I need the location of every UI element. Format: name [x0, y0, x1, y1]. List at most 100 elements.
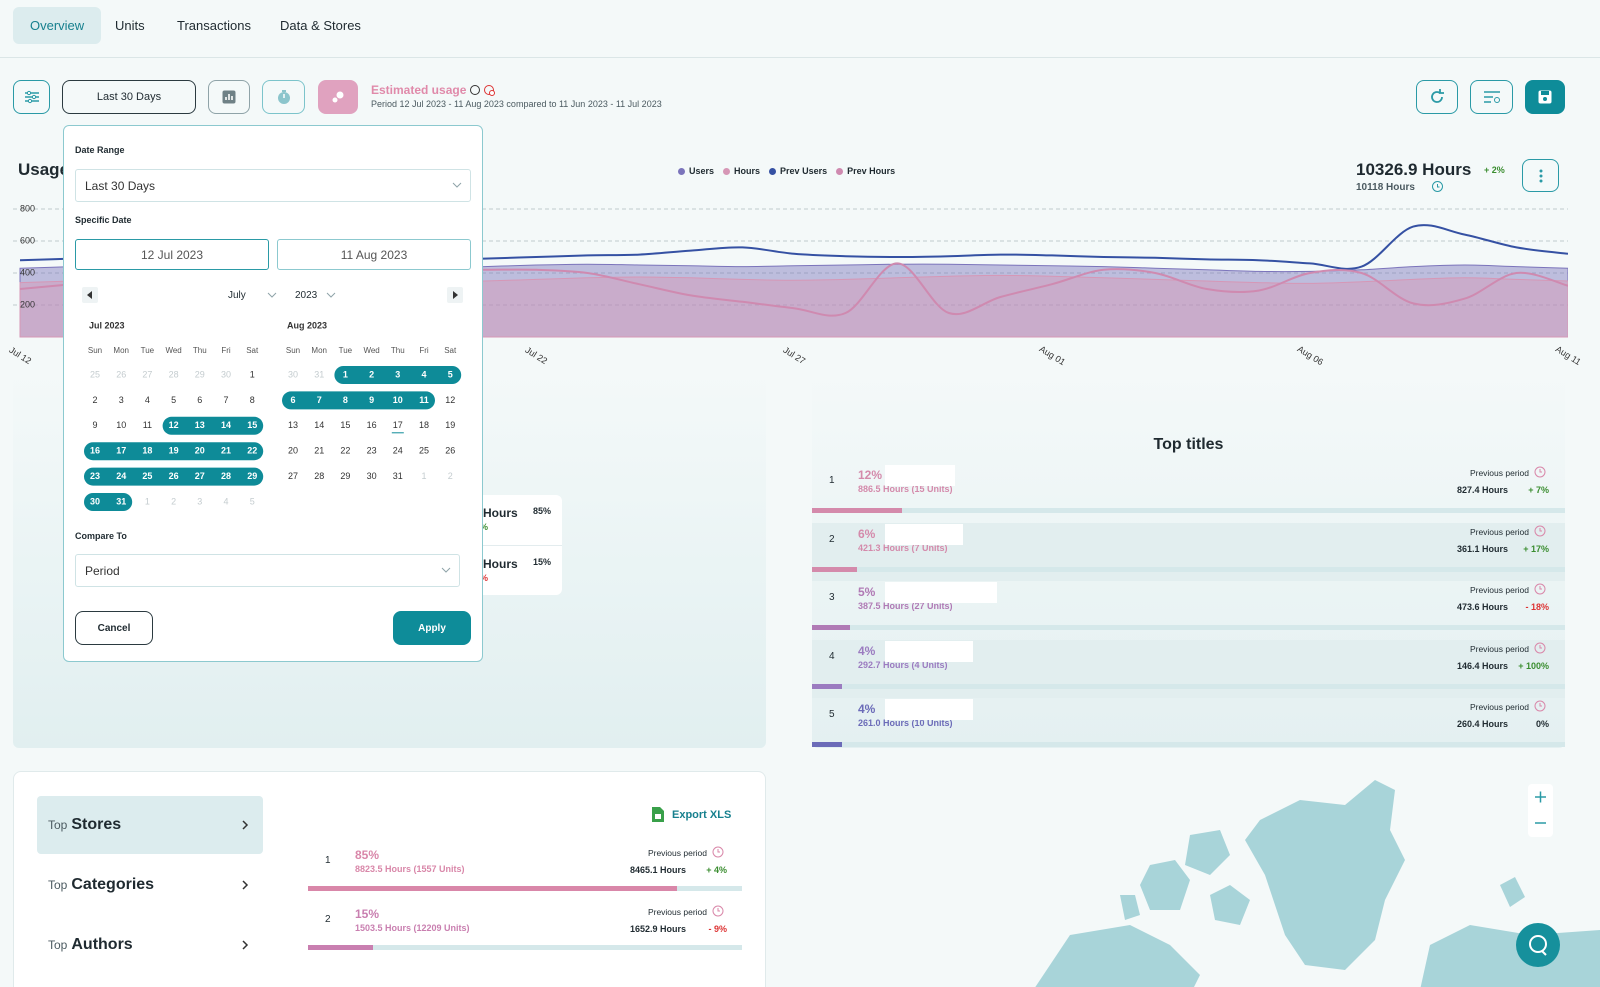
- calendar-day[interactable]: 19: [445, 420, 455, 430]
- compare-select[interactable]: Period: [75, 554, 460, 587]
- calendar-day[interactable]: 2: [92, 395, 97, 405]
- calendar-day[interactable]: 14: [221, 420, 231, 430]
- calendar-day[interactable]: 23: [90, 471, 100, 481]
- calendar-day[interactable]: 19: [169, 446, 179, 456]
- filter-button[interactable]: [13, 80, 50, 114]
- calendar-day[interactable]: 31: [393, 471, 403, 481]
- calendar-day[interactable]: 5: [250, 496, 255, 506]
- date-range-select[interactable]: Last 30 Days: [75, 169, 471, 202]
- tab[interactable]: Data & Stores: [280, 18, 361, 33]
- calendar-day[interactable]: 29: [340, 471, 350, 481]
- calendar-day[interactable]: 25: [419, 446, 429, 456]
- calendar-day[interactable]: 6: [290, 395, 295, 405]
- tab[interactable]: Transactions: [177, 18, 251, 33]
- apply-button[interactable]: Apply: [393, 611, 471, 645]
- calendar-day[interactable]: 4: [421, 369, 426, 379]
- calendar-day[interactable]: 20: [288, 446, 298, 456]
- calendar-day[interactable]: 12: [169, 420, 179, 430]
- calendar-day[interactable]: 3: [395, 369, 400, 379]
- calendar-day[interactable]: 31: [314, 369, 324, 379]
- year-select[interactable]: 2023: [295, 290, 318, 301]
- calendar-day[interactable]: 1: [250, 369, 255, 379]
- calendar-day[interactable]: 22: [247, 446, 257, 456]
- more-button[interactable]: [1522, 159, 1559, 192]
- calendar-day[interactable]: 28: [314, 471, 324, 481]
- nav-item[interactable]: Top Stores: [37, 796, 263, 854]
- calendar-day[interactable]: 13: [195, 420, 205, 430]
- calendar-day[interactable]: 20: [195, 446, 205, 456]
- calendar-day[interactable]: 14: [314, 420, 324, 430]
- tab[interactable]: Overview: [13, 7, 102, 44]
- calendar-day[interactable]: 21: [221, 446, 231, 456]
- calendar-day[interactable]: 16: [367, 420, 377, 430]
- calendar-day[interactable]: 4: [145, 395, 150, 405]
- calendar-day[interactable]: 27: [195, 471, 205, 481]
- chart-button[interactable]: [208, 80, 250, 114]
- save-button[interactable]: [1525, 80, 1565, 114]
- refresh-button[interactable]: [1416, 80, 1458, 114]
- calendar-day[interactable]: 1: [421, 471, 426, 481]
- calendar-day[interactable]: 21: [314, 446, 324, 456]
- calendar-day[interactable]: 23: [367, 446, 377, 456]
- nav-item[interactable]: Top Categories: [37, 856, 263, 914]
- calendar-day[interactable]: 31: [116, 496, 126, 506]
- calendar-day[interactable]: 10: [116, 420, 126, 430]
- calendar-day[interactable]: 24: [393, 446, 403, 456]
- calendar-day[interactable]: 13: [288, 420, 298, 430]
- calendar-day[interactable]: 27: [288, 471, 298, 481]
- calendar-day[interactable]: 8: [343, 395, 348, 405]
- calendar-day[interactable]: 28: [221, 471, 231, 481]
- calendar-day[interactable]: 3: [197, 496, 202, 506]
- calendar-day[interactable]: 7: [317, 395, 322, 405]
- calendar-day[interactable]: 26: [169, 471, 179, 481]
- end-date-input[interactable]: 11 Aug 2023: [277, 239, 471, 270]
- usage-button[interactable]: [318, 80, 358, 114]
- calendar-day[interactable]: 25: [90, 369, 100, 379]
- calendar-day[interactable]: 9: [369, 395, 374, 405]
- calendar-day[interactable]: 5: [448, 369, 453, 379]
- calendar-day[interactable]: 18: [419, 420, 429, 430]
- calendar-day[interactable]: 29: [247, 471, 257, 481]
- calendar-day[interactable]: 1: [343, 369, 348, 379]
- calendar-day[interactable]: 17: [393, 420, 403, 430]
- calendar-day[interactable]: 11: [143, 420, 152, 430]
- start-date-input[interactable]: 12 Jul 2023: [75, 239, 269, 270]
- calendar-day[interactable]: 17: [116, 446, 126, 456]
- calendar-day[interactable]: 7: [223, 395, 228, 405]
- calendar-day[interactable]: 26: [445, 446, 455, 456]
- date-button[interactable]: Last 30 Days: [62, 80, 196, 114]
- next-month[interactable]: [447, 287, 463, 303]
- calendar-day[interactable]: 30: [288, 369, 298, 379]
- calendar-day[interactable]: 12: [445, 395, 455, 405]
- calendar-day[interactable]: 27: [142, 369, 152, 379]
- calendar-day[interactable]: 11: [419, 395, 429, 405]
- timer-button[interactable]: [262, 80, 305, 114]
- calendar-day[interactable]: 29: [195, 369, 205, 379]
- calendar-day[interactable]: 4: [223, 496, 228, 506]
- calendar-day[interactable]: 2: [369, 369, 374, 379]
- calendar-day[interactable]: 5: [171, 395, 176, 405]
- calendar-day[interactable]: 15: [340, 420, 350, 430]
- settings-button[interactable]: [1470, 80, 1513, 114]
- nav-item[interactable]: Top Authors: [37, 916, 263, 974]
- calendar-day[interactable]: 6: [197, 395, 202, 405]
- calendar-day[interactable]: 9: [92, 420, 97, 430]
- calendar-day[interactable]: 22: [340, 446, 350, 456]
- calendar-day[interactable]: 10: [393, 395, 403, 405]
- calendar-day[interactable]: 15: [247, 420, 257, 430]
- calendar-day[interactable]: 30: [221, 369, 231, 379]
- calendar-day[interactable]: 26: [116, 369, 126, 379]
- zoom-controls[interactable]: [1528, 784, 1553, 837]
- chat-button[interactable]: [1516, 923, 1560, 967]
- calendar-day[interactable]: 24: [116, 471, 126, 481]
- calendar-day[interactable]: 30: [367, 471, 377, 481]
- export-button[interactable]: Export XLS: [672, 809, 732, 821]
- calendar-day[interactable]: 3: [119, 395, 124, 405]
- calendar-day[interactable]: 28: [169, 369, 179, 379]
- prev-month[interactable]: [82, 287, 98, 303]
- calendar-day[interactable]: 8: [250, 395, 255, 405]
- calendar-day[interactable]: 2: [171, 496, 176, 506]
- calendar-day[interactable]: 25: [142, 471, 152, 481]
- calendar-day[interactable]: 18: [142, 446, 152, 456]
- calendar-day[interactable]: 16: [90, 446, 100, 456]
